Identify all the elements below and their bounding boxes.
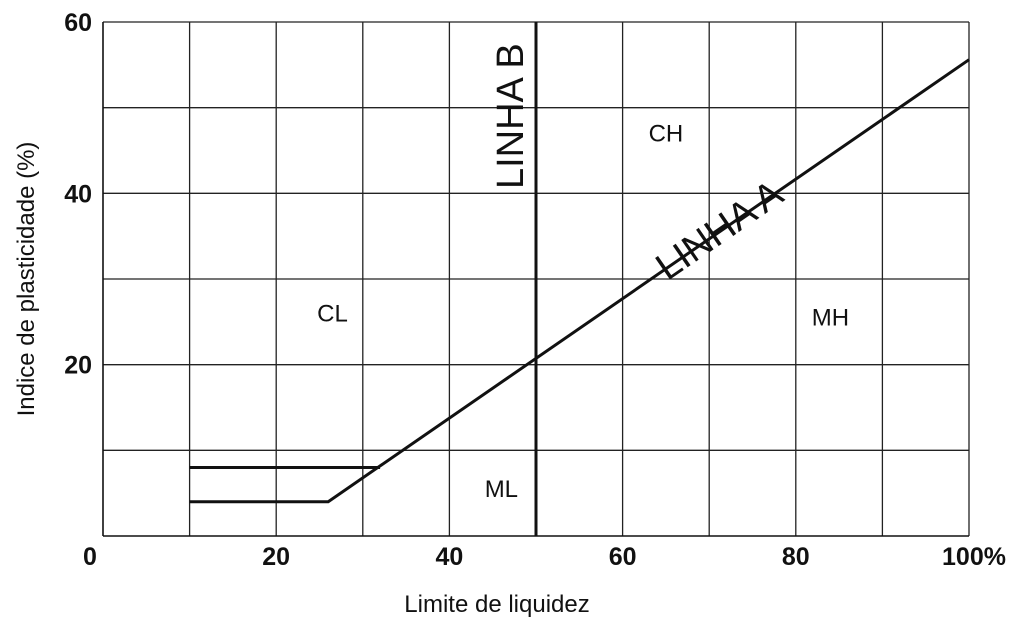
region-label-cl: CL <box>317 300 348 327</box>
y-axis-title: Indice de plasticidade (%) <box>13 142 40 417</box>
y-tick-label: 20 <box>64 352 92 380</box>
linha-a-line <box>189 58 970 504</box>
x-tick-label: 80 <box>782 543 810 571</box>
series-lines <box>189 22 970 536</box>
x-tick-label: 100% <box>942 543 1006 571</box>
y-tick-label: 40 <box>64 180 92 208</box>
y-tick-label: 60 <box>64 9 92 37</box>
linha-a-label: LINHA A <box>649 172 792 289</box>
x-tick-label: 40 <box>435 543 463 571</box>
region-label-ml: ML <box>485 476 518 503</box>
region-label-ch: CH <box>649 120 684 147</box>
linha-b-label: LINHA B <box>490 43 532 189</box>
x-tick-label: 60 <box>609 543 637 571</box>
x-axis-title: Limite de liquidez <box>404 591 589 618</box>
chart-labels: LINHA A LINHA B CL CH MH ML <box>317 43 849 503</box>
x-tick-label: 0 <box>83 543 97 571</box>
region-label-mh: MH <box>812 305 849 332</box>
x-tick-label: 20 <box>262 543 290 571</box>
